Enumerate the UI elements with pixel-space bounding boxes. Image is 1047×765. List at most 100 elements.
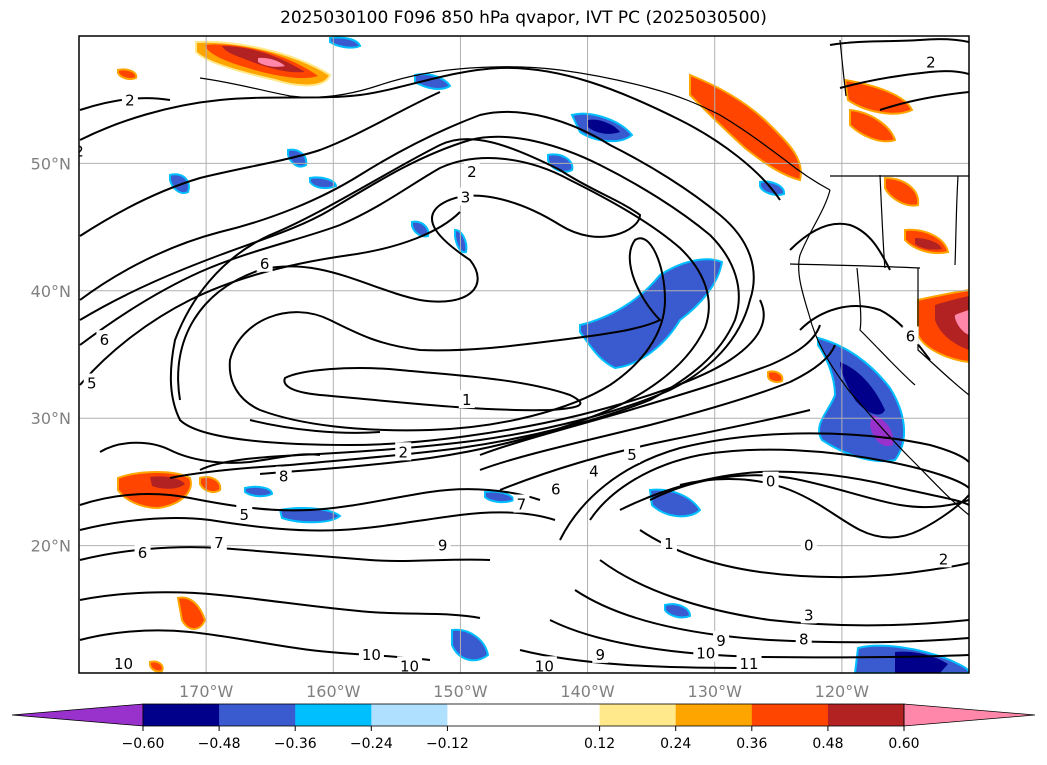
colorbar-segment — [599, 704, 677, 726]
contour-label-background — [592, 644, 609, 663]
contour-label-background — [463, 162, 480, 181]
qvapor-negative-patch — [840, 362, 885, 415]
contour-label-background — [236, 504, 253, 523]
contour-label: 2 — [467, 163, 477, 181]
qvapor-positive-patch — [935, 296, 969, 350]
contour-label-background — [800, 535, 817, 554]
ivt-contour — [228, 237, 667, 432]
contour-label: 2 — [398, 443, 408, 461]
qvapor-positive-patch — [915, 238, 942, 250]
ivt-contour — [479, 344, 836, 471]
ivt-contours — [79, 38, 969, 669]
y-tick-labels: 20°N 30°N 40°N 50°N — [31, 154, 71, 555]
contour-label: 6 — [260, 255, 270, 273]
contour-label: 5 — [87, 375, 97, 393]
map-frame — [78, 35, 970, 674]
ivt-contour — [79, 157, 710, 475]
contour-label: 2 — [74, 143, 84, 161]
contour-label-background — [397, 656, 423, 673]
contour-label-background — [358, 644, 384, 663]
ivt-contour — [879, 91, 969, 111]
qvapor-positive-patch — [150, 476, 185, 489]
contour-label-background — [256, 253, 273, 272]
qvapor-negative-patch — [329, 36, 362, 49]
contour-label-background — [547, 479, 564, 498]
ivt-contour — [839, 70, 969, 89]
contour-label: 1 — [664, 535, 674, 553]
contour-label-background — [395, 442, 412, 461]
qvapor-positive-patch — [849, 108, 897, 143]
contour-label: 0 — [766, 473, 776, 491]
y-tick-label: 20°N — [31, 537, 71, 556]
qvapor-positive-patch — [955, 310, 969, 335]
y-tick-label: 50°N — [31, 154, 71, 173]
contour-label: 9 — [438, 536, 448, 554]
contour-label: 10 — [400, 657, 419, 675]
qvapor-negative-patch — [278, 507, 342, 524]
ivt-contour — [249, 419, 381, 434]
contour-label-background — [210, 532, 227, 551]
contour-label-background — [458, 390, 475, 409]
y-tick-label: 30°N — [31, 409, 71, 428]
contour-label-background — [434, 535, 451, 554]
contour-label-background — [762, 471, 779, 490]
qvapor-negative-patch — [244, 485, 274, 498]
colorbar-tick-label: −0.24 — [350, 736, 393, 752]
contour-label: 10 — [696, 645, 715, 663]
map-background — [79, 36, 969, 673]
x-tick-label: 140°W — [560, 682, 615, 701]
colorbar-tick-label: −0.60 — [122, 736, 165, 752]
colorbar-tick-label: −0.12 — [426, 736, 469, 752]
contour-label-background — [800, 605, 817, 624]
qvapor-negative-patch — [411, 220, 430, 238]
ivt-contour — [519, 649, 741, 669]
coastline — [917, 268, 969, 396]
contour-label: 2 — [125, 92, 135, 110]
x-tick-labels: 170°W 160°W 150°W 140°W 130°W 120°W — [179, 682, 869, 701]
contour-label: 5 — [627, 446, 637, 464]
ivt-contour — [639, 529, 969, 579]
contour-label: 7 — [517, 496, 527, 514]
coastline — [879, 174, 886, 269]
contour-label: 7 — [214, 534, 224, 552]
colorbar-tick-label: 0.12 — [584, 736, 615, 752]
chart-title: 2025030100 F096 850 hPa qvapor, IVT PC (… — [280, 8, 767, 28]
qvapor-negative-patch — [169, 173, 190, 194]
colorbar-segment — [827, 704, 905, 726]
qvapor-negative-patch — [588, 119, 620, 134]
ivt-contour — [169, 138, 765, 447]
contour-label-background — [624, 444, 641, 463]
contour-label-background — [121, 90, 138, 109]
coastline — [954, 175, 959, 266]
contour-label: 3 — [461, 189, 471, 207]
qvapor-positive-patch — [176, 596, 207, 630]
ivt-contour — [79, 591, 481, 619]
colorbar-tick-label: 0.48 — [812, 736, 843, 752]
contour-label: 6 — [138, 544, 148, 562]
colorbar-extend-low — [11, 703, 144, 727]
contour-label-background — [513, 494, 530, 513]
x-tick-label: 170°W — [179, 682, 234, 701]
qvapor-negative-patch — [309, 176, 338, 190]
contour-label: 0 — [804, 536, 814, 554]
x-tick-label: 130°W — [688, 682, 743, 701]
ivt-contour — [559, 432, 969, 541]
coastline — [839, 39, 847, 97]
contour-label: 6 — [551, 480, 561, 498]
contour-label: 4 — [589, 462, 599, 480]
y-tick-label: 40°N — [31, 282, 71, 301]
contour-label: 2 — [926, 53, 936, 71]
contour-label: 6 — [906, 327, 916, 345]
contour-label-background — [79, 141, 87, 160]
contour-label: 11 — [739, 655, 758, 673]
contour-label-background — [902, 326, 919, 345]
x-tick-label: 150°W — [433, 682, 488, 701]
colorbar-segment — [143, 704, 220, 726]
ivt-contour — [574, 589, 969, 644]
ivt-contour — [79, 511, 556, 532]
ivt-contour — [499, 409, 811, 491]
contour-label: 5 — [240, 506, 250, 524]
coastline — [856, 267, 916, 386]
colorbar-tick-label: 0.24 — [660, 736, 691, 752]
